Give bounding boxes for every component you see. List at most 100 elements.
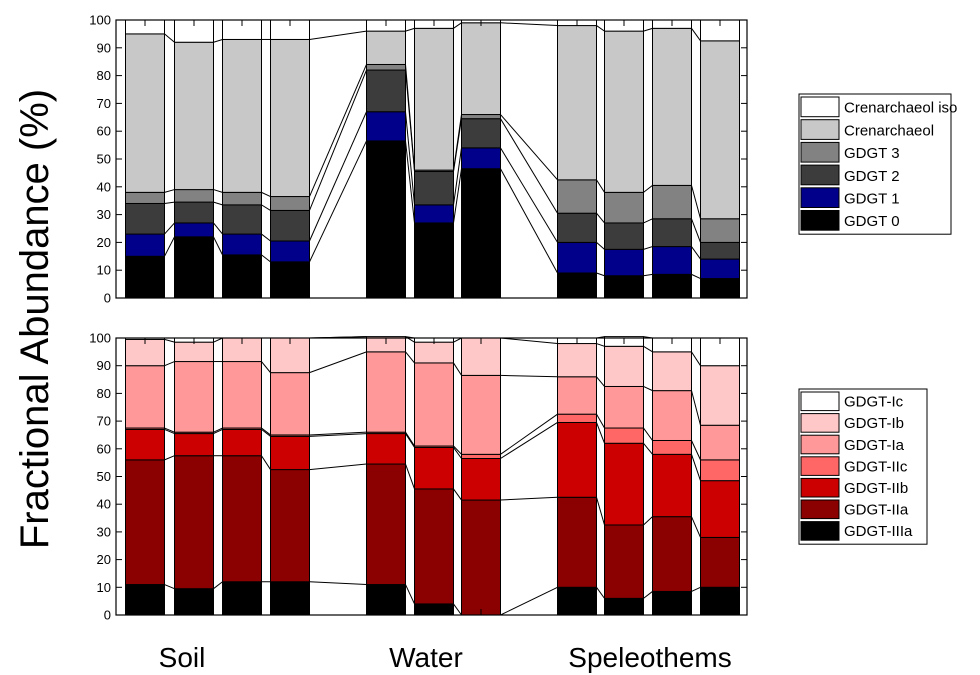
connector-line	[597, 587, 605, 598]
connector-line	[165, 585, 175, 589]
bar-segment-gdgt-iic-12	[701, 460, 740, 481]
connector-line	[406, 28, 415, 31]
bar-segment-gdgt-1-2	[223, 234, 262, 255]
connector-line	[501, 148, 558, 243]
connector-line	[454, 338, 462, 342]
bar-segment-gdgt-2-10	[605, 223, 644, 249]
connector-line	[644, 428, 653, 440]
legend-label: Crenarchaeol	[844, 122, 934, 139]
connector-line	[644, 517, 653, 525]
connector-line	[692, 274, 701, 278]
connector-line	[692, 352, 701, 366]
connector-line	[644, 443, 653, 454]
bar-segment-gdgt-ib-10	[605, 346, 644, 386]
connector-line	[165, 339, 175, 342]
bar-segment-gdgt-iib-7	[462, 458, 501, 500]
y-tick-label: 20	[97, 552, 111, 567]
bar-segment-gdgt-0-7	[462, 169, 501, 298]
legend-label: GDGT 1	[844, 191, 900, 208]
bar-segment-gdgt-iib-3	[271, 436, 310, 469]
connector-line	[262, 456, 271, 470]
connector-line	[454, 363, 462, 375]
bar-segment-gdgt-iic-11	[653, 440, 692, 454]
bar-segment-gdgt-ib-9	[558, 344, 597, 377]
bar-segment-gdgt-3-1	[175, 190, 214, 203]
bar-segment-gdgt-iia-3	[271, 470, 310, 582]
group-labels: Soil Water Speleothems	[159, 642, 732, 673]
connector-line	[644, 346, 653, 352]
connector-line	[597, 273, 605, 276]
legend-swatch	[801, 522, 839, 541]
bar-segment-gdgt-ia-9	[558, 377, 597, 414]
y-tick-label: 50	[97, 469, 111, 484]
bar-segment-gdgt-3-7	[462, 115, 501, 119]
bar-segment-gdgt-1-12	[701, 259, 740, 278]
connector-line	[214, 237, 223, 255]
bar-segment-gdgt-3-3	[271, 197, 310, 211]
legend-label: GDGT-Ic	[844, 394, 904, 411]
bar-segment-gdgt-iia-9	[558, 497, 597, 587]
connector-line	[692, 185, 701, 218]
bar-segment-gdgt-iia-0	[126, 460, 165, 585]
bar-segment-gdgt-2-1	[175, 202, 214, 223]
connector-line	[262, 362, 271, 373]
legend-swatch	[801, 165, 839, 185]
legend-label: GDGT-IIc	[844, 458, 908, 475]
connector-line	[501, 497, 558, 500]
bar-segment-gdgt-3-0	[126, 192, 165, 203]
bar-segment-crenarchaeol-12	[701, 41, 740, 219]
bar-segment-gdgt-3-5	[367, 64, 406, 70]
bar-segment-gdgt-ia-2	[223, 362, 262, 428]
legend-swatch	[801, 142, 839, 162]
connector-line	[262, 205, 271, 211]
connector-line	[692, 28, 701, 41]
connector-line	[501, 119, 558, 214]
legend-swatch	[801, 392, 839, 411]
connector-line	[165, 456, 175, 460]
connector-line	[165, 237, 175, 256]
y-tick-label: 60	[97, 124, 111, 139]
bar-segment-gdgt-3-11	[653, 185, 692, 218]
connector-line	[165, 223, 175, 234]
connector-line	[310, 464, 367, 470]
bar-segment-gdgt-iia-2	[223, 456, 262, 582]
bar-segment-gdgt-ib-12	[701, 366, 740, 426]
lower-panel-branched-gdgts: 0102030405060708090100GDGT-IcGDGT-IbGDGT…	[89, 331, 927, 623]
connector-line	[644, 28, 653, 31]
bar-segment-gdgt-1-3	[271, 241, 310, 262]
bar-segment-crenarchaeol-7	[462, 23, 501, 115]
bar-segment-gdgt-2-0	[126, 203, 165, 234]
legend-label: GDGT 0	[844, 213, 900, 230]
bar-segment-gdgt-0-5	[367, 141, 406, 298]
connector-line	[262, 429, 271, 436]
y-tick-label: 40	[97, 497, 111, 512]
bar-segment-gdgt-iia-1	[175, 456, 214, 589]
bar-segment-gdgt-iib-1	[175, 434, 214, 456]
y-tick-label: 30	[97, 524, 111, 539]
connector-line	[262, 428, 271, 435]
bar-segment-gdgt-2-2	[223, 205, 262, 234]
connector-line	[454, 115, 462, 171]
bar-segment-gdgt-2-9	[558, 213, 597, 242]
connector-line	[692, 517, 701, 538]
connector-line	[454, 489, 462, 500]
legend-swatch	[801, 188, 839, 208]
legend: Crenarchaeol iso Crenarchaeol GDGT 3 GDGT 2…	[799, 94, 957, 234]
bar-segment-gdgt-iia-6	[415, 489, 454, 604]
bar-segment-gdgt-iib-2	[223, 429, 262, 455]
legend-swatch	[801, 211, 839, 231]
connector-line	[597, 377, 605, 387]
connector-line	[310, 70, 367, 210]
bar-segment-gdgt-2-6	[415, 172, 454, 205]
bar-segment-gdgt-ib-1	[175, 342, 214, 361]
y-tick-label: 10	[97, 580, 111, 595]
connector-line	[644, 274, 653, 275]
connector-line	[262, 255, 271, 262]
bar-segment-gdgt-ia-12	[701, 425, 740, 460]
y-tick-label: 70	[97, 96, 111, 111]
bar-segment-gdgt-0-2	[223, 255, 262, 298]
connector-line	[597, 180, 605, 193]
connector-line	[310, 141, 367, 262]
